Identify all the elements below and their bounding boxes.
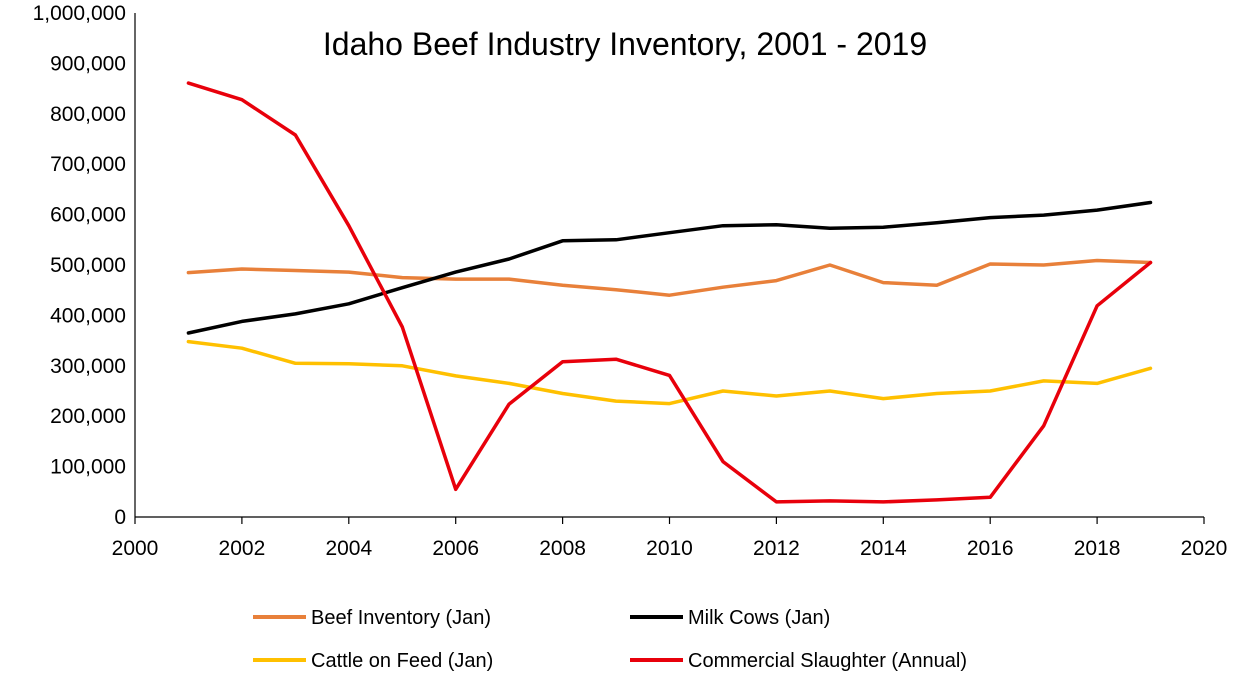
y-tick-label: 800,000 [50,103,126,126]
legend-label: Cattle on Feed (Jan) [311,650,493,672]
y-tick-label: 100,000 [50,456,126,479]
x-tick-label: 2016 [967,537,1014,560]
y-tick-label: 1,000,000 [33,2,126,25]
x-tick-label: 2004 [325,537,372,560]
x-tick-label: 2000 [112,537,159,560]
x-tick-label: 2008 [539,537,586,560]
series-line-cattle-on-feed-jan [186,339,1153,406]
y-axis-ticks: 0 100,000 200,000 300,000 400,000 500,000 600,… [33,2,126,529]
x-tick-label: 2018 [1074,537,1121,560]
y-tick-label: 200,000 [50,405,126,428]
legend-label: Commercial Slaughter (Annual) [688,650,967,672]
legend: Beef Inventory (Jan) Milk Cows (Jan) Cattl… [253,607,967,672]
y-tick-label: 500,000 [50,254,126,277]
series-lines [186,81,1153,504]
legend-label: Milk Cows (Jan) [688,607,830,629]
y-tick-label: 400,000 [50,304,126,327]
legend-label: Beef Inventory (Jan) [311,607,491,629]
x-tick-label: 2010 [646,537,693,560]
series-line-commercial-slaughter-annual [186,81,1153,504]
y-tick-label: 600,000 [50,204,126,227]
x-axis-ticks: 2000 2002 2004 2006 2008 2010 2012 2014 2016 2018… [112,517,1228,560]
x-tick-label: 2020 [1181,537,1228,560]
y-tick-label: 900,000 [50,52,126,75]
x-tick-label: 2014 [860,537,907,560]
series-line-milk-cows-jan [186,200,1153,335]
x-tick-label: 2002 [219,537,266,560]
chart-title: Idaho Beef Industry Inventory, 2001 - 20… [323,26,927,62]
y-tick-label: 300,000 [50,355,126,378]
series-line-beef-inventory-jan [186,258,1153,297]
y-tick-label: 0 [114,506,126,529]
x-tick-label: 2012 [753,537,800,560]
y-tick-label: 700,000 [50,153,126,176]
x-tick-label: 2006 [432,537,479,560]
